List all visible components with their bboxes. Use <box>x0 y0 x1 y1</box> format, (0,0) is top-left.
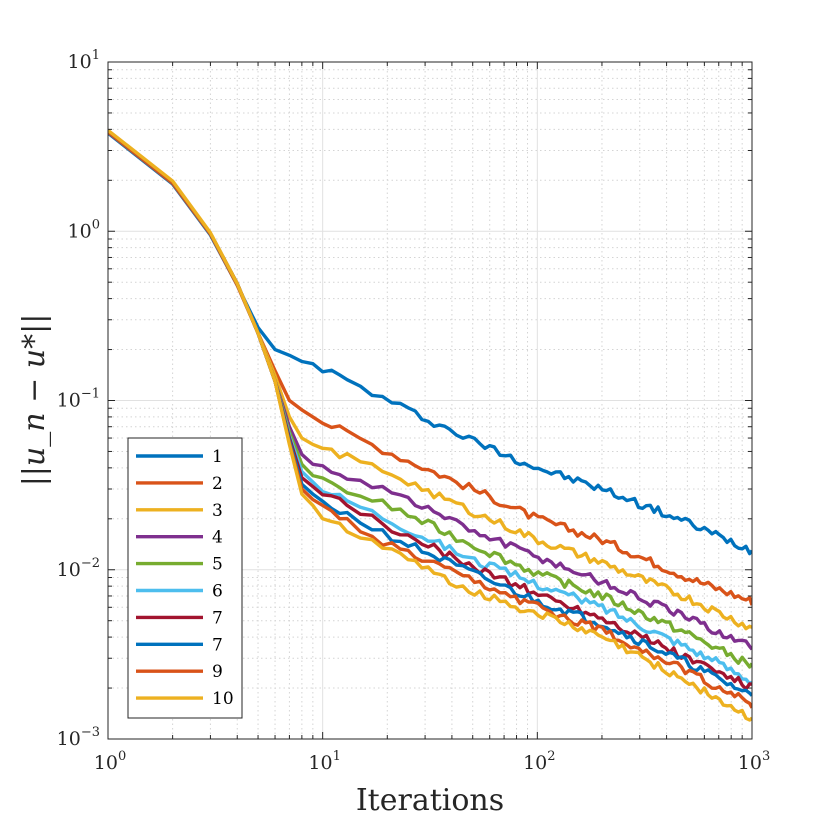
series-line-4 <box>108 129 752 651</box>
x-axis-title: Iterations <box>356 783 504 818</box>
x-tick-label: 100 <box>94 749 126 774</box>
series-layer <box>108 128 752 722</box>
series-line-3 <box>108 129 752 631</box>
axis-ticks <box>107 61 753 740</box>
y-axis-title: ||u_n − u*|| <box>17 314 52 487</box>
series-line-10 <box>108 128 752 722</box>
legend-label: 7 <box>212 635 223 655</box>
legend-box <box>127 437 243 719</box>
legend-label: 2 <box>212 474 223 494</box>
legend-label: 6 <box>212 582 223 602</box>
x-tick-label: 102 <box>523 749 555 774</box>
y-tick-label: 10−2 <box>57 556 100 581</box>
y-tick-label: 10−3 <box>57 725 100 750</box>
y-tick-labels: 10−3 10−2 10−1 100 101 <box>57 48 100 750</box>
series-line-7 <box>108 129 752 691</box>
legend-label: 9 <box>212 662 223 682</box>
series-line-5 <box>108 129 752 669</box>
series-line-9 <box>108 129 752 709</box>
series-line-2 <box>108 130 752 606</box>
y-tick-label: 101 <box>68 48 100 73</box>
legend-label: 1 <box>212 447 223 467</box>
y-tick-label: 100 <box>68 217 100 242</box>
legend: 1 2 3 4 5 6 7 7 9 10 <box>127 437 243 719</box>
legend-label: 3 <box>212 501 223 521</box>
x-tick-label: 101 <box>308 749 340 774</box>
x-tick-label: 103 <box>738 749 770 774</box>
legend-label: 5 <box>212 555 223 575</box>
legend-label: 4 <box>212 528 223 548</box>
y-tick-label: 10−1 <box>57 387 100 412</box>
series-line-1 <box>108 131 752 556</box>
series-line-6 <box>108 129 752 686</box>
legend-label: 10 <box>212 689 234 709</box>
x-tick-labels: 100 101 102 103 <box>94 749 770 774</box>
legend-label: 7 <box>212 608 223 628</box>
